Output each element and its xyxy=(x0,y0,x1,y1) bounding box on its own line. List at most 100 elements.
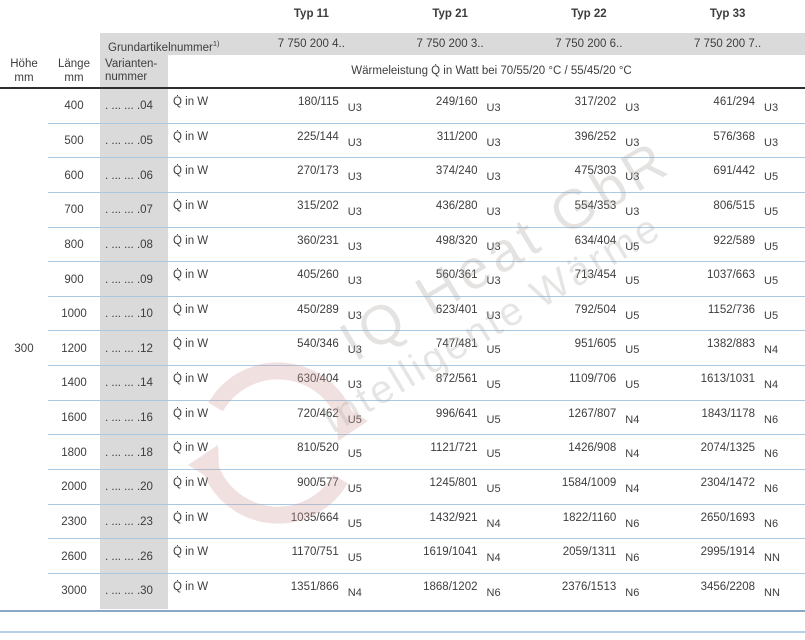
article-number-label-text: Grundartikelnummer xyxy=(108,41,213,54)
varianten-cell: . ... ... .09 xyxy=(100,262,168,297)
varianten-cell: . ... ... .07 xyxy=(100,192,168,228)
q-in-w-label: Q̇ in W xyxy=(173,269,209,282)
varianten-cell: . ... ... .23 xyxy=(100,504,168,540)
watt-value-typ-33: 1037/663 xyxy=(707,269,755,282)
footnote-marker: 1) xyxy=(212,39,220,48)
hoehe-header-line1: Höhe xyxy=(10,58,38,70)
q-in-w-label: Q̇ in W xyxy=(173,407,209,420)
laenge-cell: 2600 xyxy=(61,550,87,563)
code-typ-21: U5 xyxy=(486,344,501,357)
table-row: 2600 . ... ... .26 Q̇ in W 1170/751 U5 1… xyxy=(0,539,805,574)
code-typ-21: U3 xyxy=(486,102,501,114)
watt-value-typ-21: 1245/801 xyxy=(429,477,478,490)
table-row: 600 . ... ... .06 Q̇ in W 270/173 U3 374… xyxy=(0,158,805,193)
column-header-typ-21: Typ 21 xyxy=(432,8,468,20)
table-row: 1800 . ... ... .18 Q̇ in W 810/520 U5 11… xyxy=(0,435,805,471)
watt-value-typ-22: 1267/807 xyxy=(568,407,617,420)
laenge-cell: 900 xyxy=(64,273,84,286)
varianten-cell: . ... ... .18 xyxy=(100,435,168,471)
q-in-w-label: Q̇ in W xyxy=(173,165,209,178)
code-typ-22: N4 xyxy=(625,483,640,496)
watt-value-typ-22: 1584/1009 xyxy=(561,477,617,490)
watt-value-typ-22: 792/504 xyxy=(574,303,617,316)
q-in-w-label: Q̇ in W xyxy=(173,130,209,143)
watt-value-typ-21: 1121/721 xyxy=(430,442,478,455)
laenge-cell: 1000 xyxy=(61,308,87,321)
watt-value-typ-22: 317/202 xyxy=(574,96,617,108)
varianten-cell: . ... ... .14 xyxy=(100,366,168,401)
varianten-cell: . ... ... .10 xyxy=(100,296,168,332)
code-typ-22: N4 xyxy=(625,413,640,426)
watt-value-typ-21: 374/240 xyxy=(435,165,478,178)
watt-value-typ-11: 540/346 xyxy=(297,338,339,351)
code-typ-22: N6 xyxy=(625,552,640,565)
column-header-typ-33: Typ 33 xyxy=(709,8,746,20)
varianten-cell: . ... ... .20 xyxy=(100,470,168,505)
q-in-w-label: Q̇ in W xyxy=(173,580,209,593)
code-typ-22: U3 xyxy=(625,171,640,184)
q-in-w-label: Q̇ in W xyxy=(173,234,209,247)
varianten-header-line2: nummer xyxy=(105,71,148,83)
hoehe-header-line2: mm xyxy=(14,72,34,84)
code-typ-22: U5 xyxy=(625,275,640,288)
q-in-w-label: Q̇ in W xyxy=(173,442,209,455)
code-typ-33: NN xyxy=(764,552,780,565)
code-typ-21: U5 xyxy=(486,448,501,461)
watt-value-typ-21: 747/481 xyxy=(435,338,478,351)
watt-value-typ-11: 630/404 xyxy=(297,373,339,386)
varianten-cell: . ... ... .04 xyxy=(100,89,168,124)
watt-value-typ-33: 2995/1914 xyxy=(700,546,755,559)
code-typ-11: U3 xyxy=(347,379,362,392)
code-typ-11: U3 xyxy=(347,171,362,184)
laenge-cell: 800 xyxy=(64,238,84,251)
code-typ-22: U3 xyxy=(625,136,640,149)
watt-value-typ-11: 810/520 xyxy=(297,442,339,455)
laenge-cell: 1200 xyxy=(61,342,87,355)
watt-value-typ-22: 951/605 xyxy=(574,338,617,351)
watt-value-typ-33: 2650/1693 xyxy=(700,511,755,524)
table-row: 500 . ... ... .05 Q̇ in W 225/144 U3 311… xyxy=(0,123,805,159)
code-typ-11: U3 xyxy=(347,102,362,114)
q-in-w-label: Q̇ in W xyxy=(173,199,209,212)
code-typ-11: U5 xyxy=(347,448,362,461)
watt-value-typ-33: 3456/2208 xyxy=(700,580,755,593)
watt-value-typ-11: 360/231 xyxy=(297,234,339,247)
code-typ-11: U3 xyxy=(347,275,362,288)
watt-value-typ-22: 475/303 xyxy=(574,165,617,178)
watt-value-typ-21: 560/361 xyxy=(435,269,478,282)
table-row: 1000 . ... ... .10 Q̇ in W 450/289 U3 62… xyxy=(0,296,805,332)
watt-value-typ-33: 691/442 xyxy=(713,165,755,178)
code-typ-33: N6 xyxy=(764,413,779,426)
code-typ-11: U5 xyxy=(347,483,362,496)
table-top-rule xyxy=(0,87,805,89)
table-row: 2000 . ... ... .20 Q̇ in W 900/577 U5 12… xyxy=(0,470,805,505)
code-typ-22: U5 xyxy=(625,240,640,253)
varianten-cell: . ... ... .06 xyxy=(100,158,168,193)
code-typ-11: U5 xyxy=(347,517,362,530)
laenge-cell: 700 xyxy=(64,204,84,217)
code-typ-21: U3 xyxy=(486,275,501,288)
laenge-header-line2: mm xyxy=(64,72,84,84)
column-header-typ-11: Typ 11 xyxy=(293,8,329,20)
laenge-cell: 2000 xyxy=(61,481,87,494)
table-bottom-rule xyxy=(0,610,805,612)
watt-value-typ-11: 1351/866 xyxy=(290,580,339,593)
watt-value-typ-33: 2304/1472 xyxy=(700,477,755,490)
code-typ-11: U3 xyxy=(347,344,362,357)
article-number-label: Grundartikelnummer1) xyxy=(108,33,220,55)
varianten-cell: . ... ... .05 xyxy=(100,123,168,159)
watt-value-typ-21: 1619/1041 xyxy=(423,546,478,559)
code-typ-11: U5 xyxy=(347,413,362,426)
code-typ-33: N6 xyxy=(764,483,779,496)
watt-value-typ-21: 996/641 xyxy=(435,407,478,420)
watt-value-typ-11: 900/577 xyxy=(297,477,339,490)
watt-value-typ-21: 249/160 xyxy=(435,96,478,108)
watt-value-typ-11: 315/202 xyxy=(297,199,339,212)
code-typ-33: U5 xyxy=(764,240,779,253)
table-row: 1600 . ... ... .16 Q̇ in W 720/462 U5 99… xyxy=(0,400,805,436)
article-number-typ-11: 7 750 200 4.. xyxy=(277,38,345,50)
q-in-w-label: Q̇ in W xyxy=(173,477,209,490)
q-in-w-label: Q̇ in W xyxy=(173,373,209,386)
code-typ-11: N4 xyxy=(347,586,362,599)
